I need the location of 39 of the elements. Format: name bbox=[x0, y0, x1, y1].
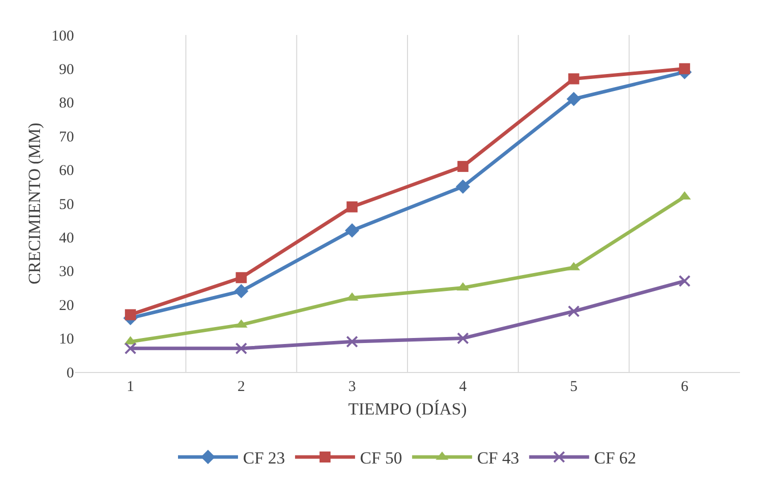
x-tick-label: 2 bbox=[238, 379, 245, 395]
y-tick-label: 40 bbox=[59, 230, 74, 246]
y-tick-label: 0 bbox=[66, 365, 74, 382]
y-tick-label: 80 bbox=[59, 96, 74, 112]
point bbox=[346, 201, 358, 212]
y-tick-label: 60 bbox=[59, 163, 74, 180]
point bbox=[679, 63, 690, 74]
legend-label: CF 23 bbox=[243, 448, 286, 468]
point bbox=[235, 342, 248, 354]
y-tick-label: 70 bbox=[59, 129, 74, 146]
x-tick-label: 3 bbox=[348, 379, 356, 395]
point bbox=[344, 223, 360, 238]
legend-label: CF 50 bbox=[360, 448, 402, 468]
point bbox=[456, 180, 470, 194]
y-tick-label: 10 bbox=[59, 332, 74, 348]
y-axis-title: CRECIMIENTO (MM) bbox=[25, 122, 44, 284]
point bbox=[236, 272, 247, 284]
point bbox=[568, 73, 580, 84]
y-tick-label: 90 bbox=[59, 62, 74, 78]
x-tick-label: 6 bbox=[680, 379, 689, 395]
x-tick-label: 1 bbox=[126, 379, 134, 395]
x-axis-title: TIEMPO (DÍAS) bbox=[348, 399, 467, 418]
point bbox=[346, 336, 358, 348]
point bbox=[566, 92, 581, 106]
y-tick-label: 100 bbox=[52, 28, 74, 44]
y-tick-label: 30 bbox=[59, 264, 74, 280]
point bbox=[457, 160, 468, 172]
y-tick-label: 20 bbox=[59, 298, 74, 314]
x-tick-label: 4 bbox=[459, 379, 468, 395]
point bbox=[568, 305, 580, 318]
point bbox=[124, 342, 136, 354]
point bbox=[124, 309, 136, 320]
point bbox=[456, 332, 469, 344]
point bbox=[234, 284, 248, 298]
legend-label: CF 62 bbox=[594, 448, 636, 468]
y-tick-label: 50 bbox=[59, 196, 74, 213]
point bbox=[678, 275, 691, 288]
legend-label: CF 43 bbox=[477, 448, 520, 468]
x-tick-label: 5 bbox=[570, 379, 578, 395]
